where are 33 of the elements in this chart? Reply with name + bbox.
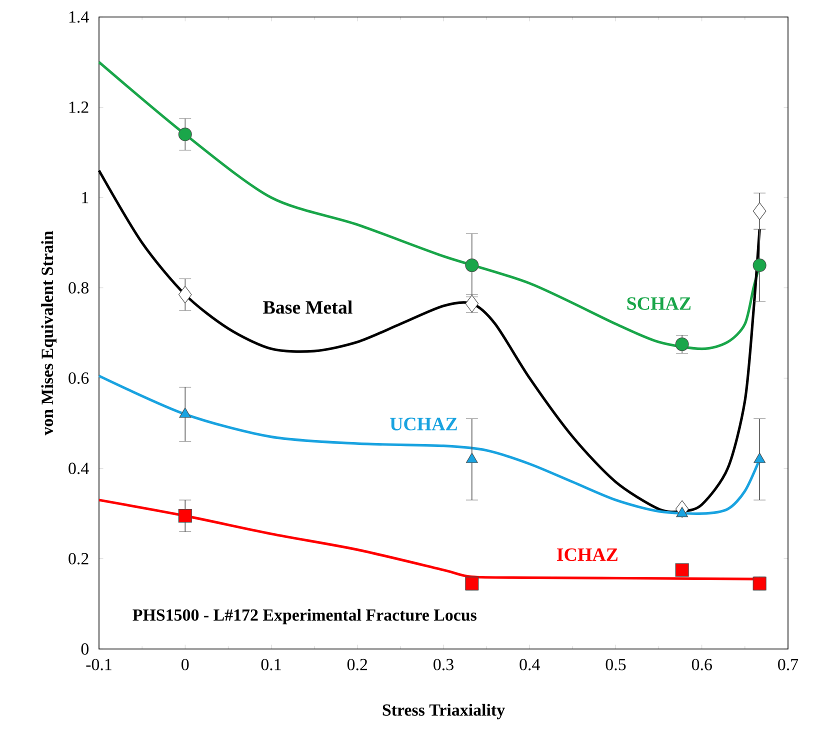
- x-tick-label: 0.1: [261, 658, 281, 670]
- x-tick-label: 0.6: [692, 658, 712, 670]
- y-axis-title: von Mises Equivalent Strain: [41, 230, 56, 436]
- y-tick-label: 0.2: [68, 552, 88, 564]
- point: [752, 202, 766, 220]
- x-tick-label: 0.3: [434, 658, 454, 670]
- point: [178, 128, 192, 142]
- series-label: SCHAZ: [627, 297, 691, 310]
- x-axis-title: Stress Triaxiality: [382, 704, 505, 720]
- series-label: ICHAZ: [557, 548, 618, 562]
- x-tick-label: 0.5: [606, 658, 626, 670]
- annotation: PHS1500 - L#172 Experimental Fracture Locus: [132, 608, 476, 624]
- x-tick-label: 0.7: [778, 658, 798, 670]
- y-tick-label: 0.8: [68, 282, 89, 294]
- point: [178, 509, 192, 523]
- y-tick-label: 0.4: [68, 462, 89, 474]
- series-label: Base Metal: [263, 300, 352, 314]
- point: [465, 258, 479, 272]
- point: [752, 258, 766, 272]
- point: [675, 338, 689, 352]
- y-tick-label: 0.6: [68, 372, 89, 384]
- x-tick-label: 0.2: [347, 658, 368, 670]
- y-tick-label: 0: [81, 643, 89, 655]
- y-tick-label: 1.2: [69, 102, 88, 113]
- y-tick-label: 1.4: [69, 11, 89, 23]
- x-tick-label: -0.1: [86, 658, 112, 670]
- x-tick-label: 0: [182, 658, 189, 670]
- point: [676, 506, 688, 518]
- y-tick-label: 1: [82, 192, 88, 204]
- point: [675, 563, 689, 577]
- x-tick-label: 0.4: [520, 658, 540, 670]
- series-label: UCHAZ: [390, 418, 457, 430]
- point: [178, 286, 192, 304]
